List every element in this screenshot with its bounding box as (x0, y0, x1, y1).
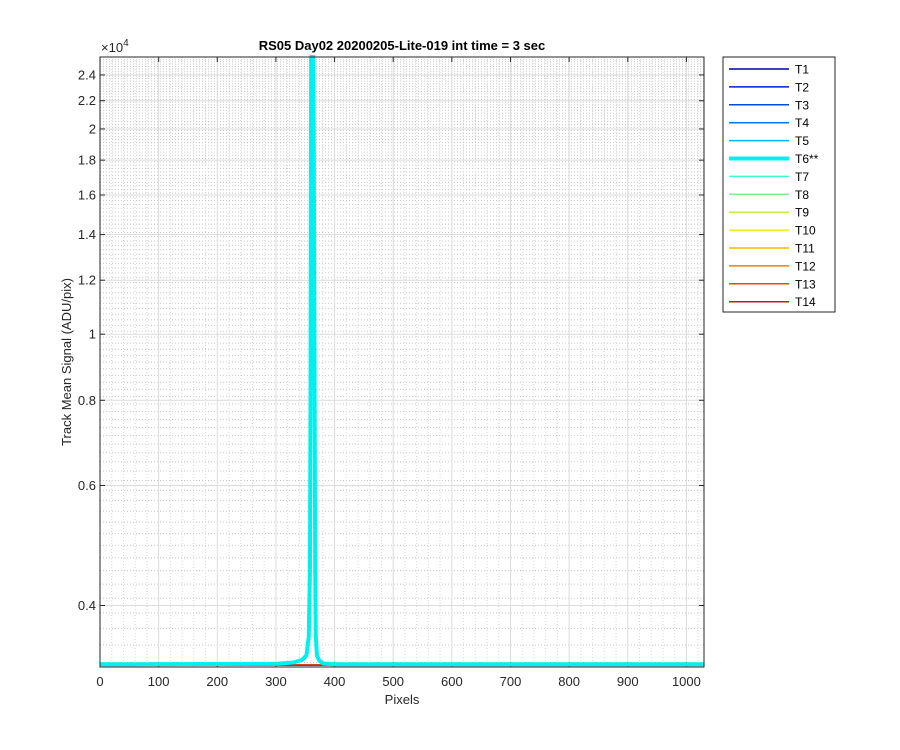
x-tick-label: 500 (382, 674, 404, 689)
legend-label-t9: T9 (795, 206, 809, 220)
x-tick-label: 900 (617, 674, 639, 689)
x-tick-label: 200 (206, 674, 228, 689)
x-tick-label: 800 (558, 674, 580, 689)
x-tick-label: 600 (441, 674, 463, 689)
legend-label-t5: T5 (795, 134, 809, 148)
y-tick-label: 2.4 (78, 67, 96, 82)
x-tick-label: 700 (500, 674, 522, 689)
legend: T1 T2 T3 T4 T5 T6** T7 T8 T9 T10 T11 T12 T13 T14 (722, 56, 836, 313)
x-tick-label: 0 (96, 674, 103, 689)
y-tick-label: 1.6 (78, 188, 96, 203)
legend-label-t7: T7 (795, 170, 809, 184)
y-tick-label: 1.2 (78, 273, 96, 288)
x-tick-label: 300 (265, 674, 287, 689)
legend-label-t12: T12 (795, 259, 816, 273)
y-tick-label: 1.8 (78, 153, 96, 168)
y-tick-label: 0.6 (78, 478, 96, 493)
plot-area (100, 57, 704, 667)
y-axis-exponent: ×104 (101, 38, 129, 55)
y-tick-label: 0.4 (78, 598, 96, 613)
x-tick-label: 100 (148, 674, 170, 689)
legend-label-t14: T14 (795, 295, 816, 309)
y-tick-label: 2 (89, 121, 96, 136)
plot-frame (99, 56, 705, 668)
grid (99, 56, 704, 667)
x-tick-label: 1000 (672, 674, 701, 689)
legend-label-t2: T2 (795, 80, 809, 94)
legend-label-t1: T1 (795, 63, 809, 77)
y-exponent-base: ×10 (101, 40, 123, 55)
legend-label-t4: T4 (795, 116, 809, 130)
y-tick-label: 1 (89, 327, 96, 342)
legend-label-t8: T8 (795, 188, 809, 202)
legend-box (722, 56, 836, 313)
x-tick-label: 400 (324, 674, 346, 689)
legend-label-t13: T13 (795, 277, 816, 291)
legend-label-t10: T10 (795, 224, 816, 238)
x-axis-label: Pixels (385, 692, 420, 707)
legend-label-t11: T11 (795, 242, 815, 256)
x-axis-ticks: 0 100 200 300 400 500 600 700 800 900 1000 (96, 57, 701, 689)
y-axis-ticks: 0.4 0.6 0.8 1 1.2 1.4 1.6 1.8 2 2.2 2.4 (78, 67, 704, 613)
y-exponent-power: 4 (123, 38, 129, 49)
y-tick-label: 1.4 (78, 227, 96, 242)
y-tick-label: 2.2 (78, 93, 96, 108)
y-tick-label: 0.8 (78, 393, 96, 408)
legend-label-t6: T6** (795, 152, 819, 166)
legend-label-t3: T3 (795, 98, 809, 112)
chart-title: RS05 Day02 20200205-Lite-019 int time = … (259, 38, 546, 53)
y-axis-label: Track Mean Signal (ADU/pix) (59, 278, 74, 446)
